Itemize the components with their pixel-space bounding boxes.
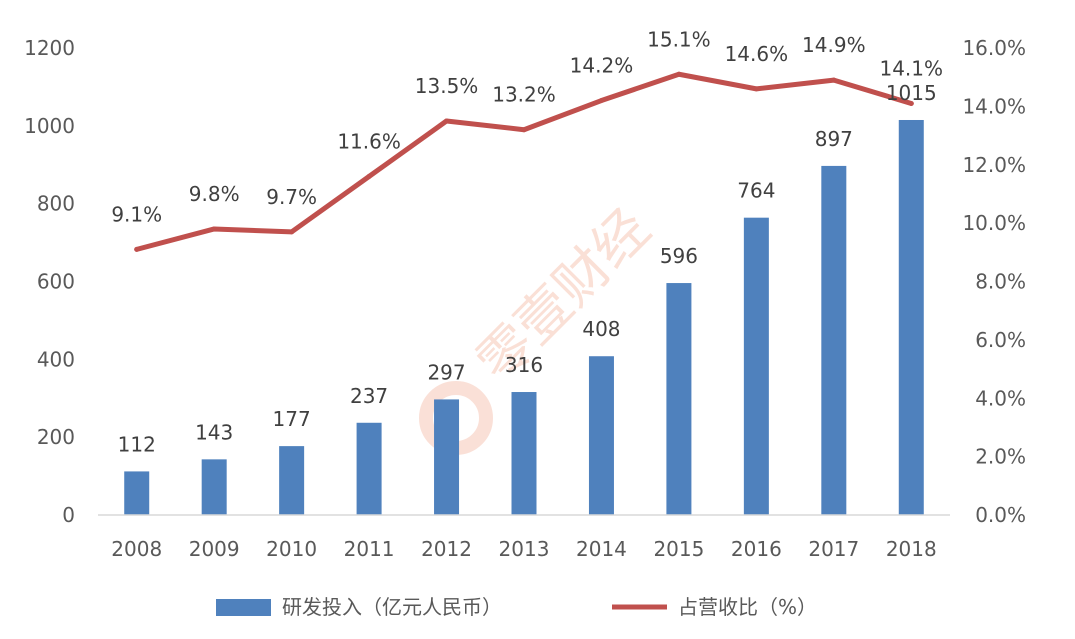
x-axis-tick-label: 2011 xyxy=(344,537,395,561)
bar-data-label: 297 xyxy=(427,360,465,384)
bar-data-label: 237 xyxy=(350,384,388,408)
bar-2017 xyxy=(821,165,847,516)
bar-data-label: 408 xyxy=(582,317,620,341)
line-data-label: 15.1% xyxy=(647,27,711,51)
bar-data-label: 316 xyxy=(505,353,543,377)
x-axis-tick-label: 2018 xyxy=(886,537,937,561)
x-axis-tick-label: 2016 xyxy=(731,537,782,561)
line-data-label: 13.2% xyxy=(492,83,556,107)
right-axis-tick-label: 8.0% xyxy=(975,270,1026,294)
right-axis-tick-label: 6.0% xyxy=(975,328,1026,352)
right-axis: 0.0% 2.0% 4.0% 6.0% 8.0% 10.0% 12.0% 14.0% 16.0% xyxy=(962,36,1026,527)
line-data-label: 9.8% xyxy=(189,182,240,206)
line-data-labels: 9.1% 9.8% 9.7% 11.6% 13.5% 13.2% 14.2% 15.1% 14.… xyxy=(111,27,943,226)
bar-2009 xyxy=(201,459,227,515)
line-point-2012 xyxy=(444,118,450,124)
line-point-2010 xyxy=(289,229,295,235)
line-data-label: 14.1% xyxy=(879,56,943,80)
left-axis: 0 200 400 600 800 1000 1200 xyxy=(24,36,75,527)
bar-data-label: 596 xyxy=(660,244,698,268)
right-axis-tick-label: 16.0% xyxy=(962,36,1026,60)
x-axis-tick-label: 2015 xyxy=(653,537,704,561)
bar-2010 xyxy=(279,446,305,515)
line-data-label: 13.5% xyxy=(415,74,479,98)
bar-2016 xyxy=(743,217,769,515)
line-data-label: 14.6% xyxy=(725,42,789,66)
legend: 研发投入（亿元人民币） 占营收比（%） xyxy=(216,595,817,619)
line-point-2008 xyxy=(134,246,140,252)
right-axis-tick-label: 2.0% xyxy=(975,445,1026,469)
right-axis-tick-label: 14.0% xyxy=(962,94,1026,118)
line-data-label: 9.1% xyxy=(111,202,162,226)
left-axis-tick-label: 200 xyxy=(37,425,75,449)
x-axis-tick-label: 2013 xyxy=(499,537,550,561)
x-axis-tick-label: 2017 xyxy=(808,537,859,561)
bar-data-label: 143 xyxy=(195,420,233,444)
left-axis-tick-label: 800 xyxy=(37,192,75,216)
line-point-2016 xyxy=(753,86,759,92)
right-axis-tick-label: 10.0% xyxy=(962,211,1026,235)
line-point-2015 xyxy=(676,71,682,77)
bar-data-label: 112 xyxy=(118,432,156,456)
x-axis-tick-label: 2014 xyxy=(576,537,627,561)
bar-data-label: 764 xyxy=(737,179,775,203)
line-point-2011 xyxy=(366,173,372,179)
bar-data-label: 897 xyxy=(815,127,853,151)
bar-2015 xyxy=(666,283,692,515)
line-data-label: 9.7% xyxy=(266,185,317,209)
bar-data-label: 1015 xyxy=(886,81,937,105)
line-point-2018 xyxy=(908,100,914,106)
line-point-2009 xyxy=(211,226,217,232)
bar-data-labels: 112 143 177 237 297 316 408 596 764 897 1015 xyxy=(118,81,937,456)
left-axis-tick-label: 1200 xyxy=(24,36,75,60)
bar-2011 xyxy=(356,422,382,515)
left-axis-tick-label: 400 xyxy=(37,347,75,371)
bar-2013 xyxy=(511,392,537,515)
line-data-label: 11.6% xyxy=(337,129,401,153)
bar-data-label: 177 xyxy=(273,407,311,431)
bar-2012 xyxy=(434,399,460,515)
line-point-2014 xyxy=(598,98,604,104)
x-axis-tick-label: 2012 xyxy=(421,537,472,561)
watermark-text: 零壹财经 xyxy=(465,197,662,394)
x-axis-tick-label: 2010 xyxy=(266,537,317,561)
line-data-label: 14.2% xyxy=(570,54,634,78)
bar-2018 xyxy=(898,119,924,515)
left-axis-tick-label: 0 xyxy=(62,503,75,527)
line-data-label: 14.9% xyxy=(802,33,866,57)
left-axis-tick-label: 600 xyxy=(37,270,75,294)
line-series xyxy=(134,71,914,252)
bar-series xyxy=(124,119,924,516)
bar-2014 xyxy=(588,356,614,515)
line-point-2017 xyxy=(831,77,837,83)
x-axis-tick-label: 2009 xyxy=(189,537,240,561)
legend-label-bar: 研发投入（亿元人民币） xyxy=(282,595,502,619)
line-point-2013 xyxy=(521,127,527,133)
bar-2008 xyxy=(124,471,150,515)
legend-swatch-bar xyxy=(216,599,271,616)
x-axis-tick-label: 2008 xyxy=(111,537,162,561)
x-axis: 2008 2009 2010 2011 2012 2013 2014 2015 2016 2017… xyxy=(111,537,936,561)
right-axis-tick-label: 0.0% xyxy=(975,503,1026,527)
right-axis-tick-label: 12.0% xyxy=(962,153,1026,177)
right-axis-tick-label: 4.0% xyxy=(975,386,1026,410)
watermark: 零壹财经 xyxy=(419,197,662,455)
left-axis-tick-label: 1000 xyxy=(24,114,75,138)
legend-label-line: 占营收比（%） xyxy=(678,595,817,619)
